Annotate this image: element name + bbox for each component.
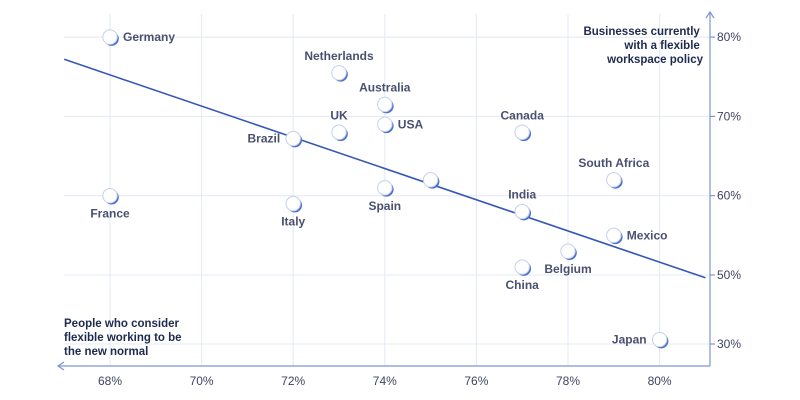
data-point <box>422 172 440 189</box>
data-point: India <box>508 188 537 221</box>
point-label: Canada <box>501 108 545 122</box>
data-point: Spain <box>368 180 401 213</box>
y-tick-label: 60% <box>717 189 741 203</box>
y-tick-label: 80% <box>717 30 741 44</box>
point-marker <box>377 180 393 196</box>
x-tick-labels: 68% 70% 72% 74% 76% 78% 80% <box>98 374 672 388</box>
point-label: Spain <box>368 199 401 213</box>
point-label: Brazil <box>248 132 281 146</box>
data-point: France <box>90 188 130 221</box>
data-point: Japan <box>612 331 669 349</box>
point-label: Mexico <box>627 228 668 242</box>
point-marker <box>560 243 576 259</box>
point-label: Germany <box>123 30 175 44</box>
point-marker <box>606 172 622 188</box>
y-axis-title: Businesses currently with a flexible wor… <box>583 26 703 66</box>
data-points: Germany France Netherlands Australia UK USA Br… <box>90 29 669 349</box>
x-tick-label: 76% <box>464 374 488 388</box>
point-marker <box>377 96 393 113</box>
y-tick-label: 70% <box>717 109 741 123</box>
x-tick-label: 80% <box>648 374 672 388</box>
point-label: France <box>90 207 130 221</box>
point-label: Japan <box>612 333 647 347</box>
data-point: Italy <box>281 195 306 229</box>
point-marker <box>514 259 530 275</box>
point-label: USA <box>398 117 424 131</box>
point-label: UK <box>330 108 348 122</box>
point-label: Netherlands <box>304 49 374 63</box>
y-axis-arrow <box>705 10 715 19</box>
x-tick-label: 72% <box>281 374 305 388</box>
x-axis-title: People who consider flexible working to … <box>64 318 185 358</box>
data-point: Netherlands <box>304 49 374 82</box>
data-point: South Africa <box>578 156 650 189</box>
point-marker <box>606 227 622 244</box>
point-marker <box>377 116 393 133</box>
y-tick-label: 30% <box>717 337 741 351</box>
data-point: Brazil <box>248 130 302 148</box>
x-tick-label: 70% <box>190 374 214 388</box>
y-tick-label: 50% <box>717 268 741 282</box>
x-tick-label: 74% <box>373 374 397 388</box>
point-marker <box>331 65 347 81</box>
x-axis-arrow <box>56 361 65 371</box>
axes <box>56 10 715 371</box>
trend-line <box>63 58 706 279</box>
point-marker <box>102 188 118 204</box>
point-marker <box>422 172 439 188</box>
data-point: Mexico <box>606 227 668 245</box>
data-point: Germany <box>102 29 175 46</box>
data-point: UK <box>330 108 348 142</box>
point-label: India <box>508 188 536 202</box>
x-tick-label: 78% <box>556 374 580 388</box>
point-marker <box>331 124 347 140</box>
data-point: Australia <box>359 81 411 114</box>
y-tick-labels: 80% 70% 60% 50% 30% <box>710 30 741 351</box>
data-point: Canada <box>501 108 545 142</box>
point-marker <box>514 124 530 140</box>
x-tick-label: 68% <box>98 374 122 388</box>
data-point: USA <box>377 116 424 134</box>
point-label: Australia <box>359 81 411 95</box>
grid <box>64 14 710 366</box>
data-point: China <box>506 259 540 292</box>
point-marker <box>514 203 530 220</box>
point-marker <box>285 130 301 147</box>
point-marker <box>651 331 668 348</box>
point-label: South Africa <box>578 156 649 170</box>
point-label: China <box>506 278 540 292</box>
point-label: Belgium <box>544 262 591 276</box>
data-point: Belgium <box>544 243 592 276</box>
point-label: Italy <box>281 215 305 229</box>
point-marker <box>102 29 118 45</box>
point-marker <box>285 195 301 212</box>
